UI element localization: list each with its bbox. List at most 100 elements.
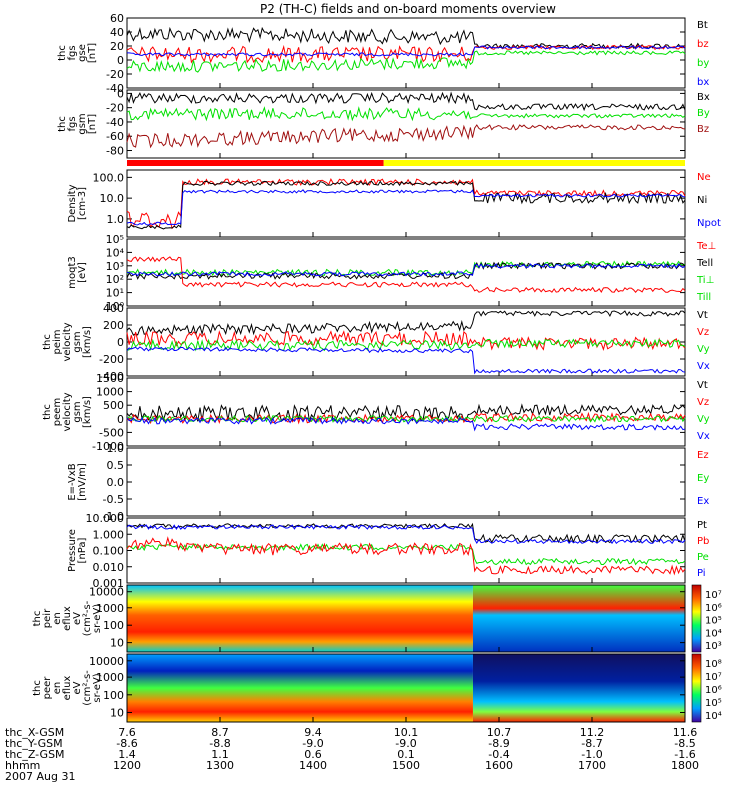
y-tick-label: 10000 — [89, 655, 124, 668]
trace-Vt — [126, 310, 686, 336]
y-tick-label: 40 — [110, 26, 124, 39]
y-tick-label: -400 — [99, 370, 124, 383]
x-row-value: -8.5 — [674, 737, 695, 750]
y-tick-label: 500 — [103, 399, 124, 412]
legend-Pb: Pb — [697, 536, 709, 547]
y-axis-label: gsm — [72, 331, 83, 352]
x-row-value: -1.6 — [674, 748, 695, 761]
peer-spec-spectrum-early — [127, 654, 473, 722]
legend-Ti⊥: Ti⊥ — [696, 275, 714, 286]
y-tick-label: -200 — [99, 353, 124, 366]
trace-Bx — [126, 91, 686, 112]
y-tick-label: 200 — [103, 319, 124, 332]
x-row-value: 1600 — [485, 759, 513, 772]
y-tick-label: 10 — [110, 706, 124, 719]
colorbar-label: 10⁸ — [705, 659, 722, 670]
y-tick-label: 10.000 — [86, 512, 125, 525]
x-row-value: 0.6 — [304, 748, 322, 761]
chart-title: P2 (TH-C) fields and on-board moments ov… — [260, 2, 556, 16]
y-tick-label: -20 — [106, 68, 124, 81]
colorbar-label: 10⁴ — [705, 628, 722, 639]
trace-Bz — [126, 123, 686, 149]
y-axis-label: eV — [72, 681, 83, 694]
mode-bar-slow — [127, 160, 384, 166]
y-tick-label: 0.0 — [107, 476, 125, 489]
legend-bx: bx — [697, 77, 709, 88]
y-tick-label: 0.010 — [93, 561, 125, 574]
y-axis-label: moqt3 — [67, 256, 78, 289]
x-row-value: -9.0 — [302, 737, 323, 750]
legend-Tell: Tell — [696, 258, 713, 269]
y-axis-label: sr-eV) — [92, 604, 103, 633]
panel-pressure: 10.000 1.000 0.100 0.010 0.001 Pressure [nPa] P… — [67, 512, 709, 590]
legend-Ez: Ez — [697, 450, 709, 461]
x-row-value: 1400 — [299, 759, 327, 772]
y-tick-label: -500 — [99, 426, 124, 439]
y-axis-label: eflux — [62, 676, 73, 701]
y-axis-label: thc — [42, 334, 53, 350]
y-tick-label: 1000 — [96, 386, 124, 399]
legend-Vz: Vz — [697, 397, 709, 408]
x-row-label: hhmm — [5, 759, 40, 772]
y-axis-label: velocity — [62, 322, 73, 361]
x-row-value: -8.6 — [116, 737, 137, 750]
y-axis-label: Density — [67, 184, 78, 222]
y-tick-label: 0 — [117, 413, 124, 426]
trace-Bt — [126, 26, 686, 50]
x-row-value: -8.8 — [209, 737, 230, 750]
y-axis-label: [nT] — [87, 114, 98, 134]
y-axis-label: [nPa] — [77, 537, 88, 563]
trace-Te-perp — [126, 256, 686, 293]
y-axis-label: E=-VxB — [67, 463, 78, 500]
density-frame — [126, 169, 686, 238]
peer-spec-colorbar — [691, 653, 702, 723]
trace-Vy — [126, 338, 686, 352]
trace-Pb — [126, 536, 686, 576]
x-row-value: -8.7 — [581, 737, 602, 750]
pressure-frame — [126, 517, 686, 584]
colorbar-label: 10⁶ — [705, 685, 722, 696]
y-tick-label: 10³ — [106, 260, 124, 273]
x-row-value: 9.4 — [304, 726, 322, 739]
y-axis-label: thc — [57, 45, 68, 61]
x-row-value: 1.1 — [211, 748, 229, 761]
colorbar-label: 10⁷ — [705, 590, 722, 601]
legend-Vx: Vx — [697, 431, 710, 442]
y-axis-label: sr-eV) — [92, 673, 103, 702]
panel-density: 100.0 10.0 1.0 Density [cm-3] Ne Ni Npot — [67, 169, 721, 238]
y-tick-label: 0.001 — [93, 577, 125, 590]
y-tick-label: -1.0 — [103, 510, 124, 523]
y-tick-label: 10⁰ — [106, 300, 125, 313]
y-tick-label: 10⁵ — [106, 233, 124, 246]
y-tick-label: 0 — [117, 87, 124, 100]
y-tick-label: 100 — [103, 689, 124, 702]
y-tick-label: -40 — [106, 116, 124, 129]
legend-Vx: Vx — [697, 361, 710, 372]
y-tick-label: -0.5 — [103, 493, 124, 506]
y-axis-label: fgs — [67, 116, 78, 131]
y-axis-label: [mV/m] — [77, 463, 88, 501]
x-row-value: 1500 — [392, 759, 420, 772]
peir-spec-spectrum-late — [472, 585, 685, 652]
y-axis-label: gse — [77, 44, 88, 62]
y-axis-label: (cm²-s- — [82, 600, 93, 636]
x-row-value: 11.6 — [673, 726, 698, 739]
legend-Bz: Bz — [697, 124, 709, 135]
legend-Pi: Pi — [697, 568, 706, 579]
y-tick-label: 0 — [117, 336, 124, 349]
x-row-label: thc_Z-GSM — [5, 748, 65, 761]
x-row-value: 1.4 — [118, 748, 136, 761]
panel-efield: 1.0 0.5 0.0 -0.5 -1.0 E=-VxB [mV/m] Ez Ey Ex — [67, 442, 709, 523]
legend-Te⊥: Te⊥ — [696, 241, 716, 252]
peer-spec-spectrum-late — [472, 654, 685, 722]
y-tick-label: -1000 — [92, 440, 124, 453]
y-axis-label: thc — [42, 404, 53, 420]
trace-Tell — [126, 261, 686, 280]
legend-By: By — [697, 108, 710, 119]
legend-Ex: Ex — [697, 496, 709, 507]
legend-Pe: Pe — [697, 552, 709, 563]
legend-Bt: Bt — [697, 20, 708, 31]
